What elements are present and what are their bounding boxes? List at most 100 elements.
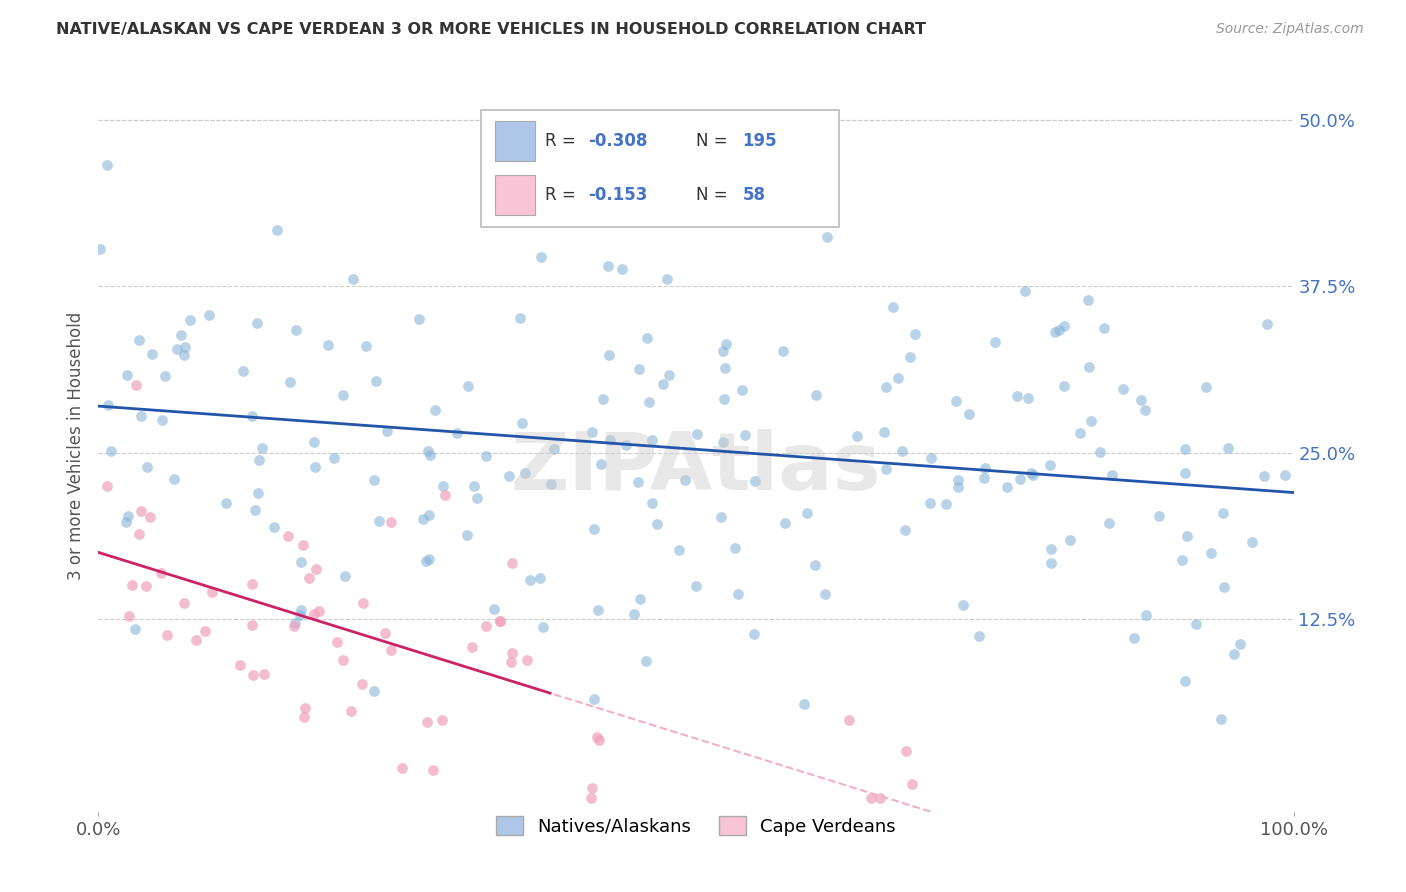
Point: [340, 704, 363, 718]
Point: [1174, 467, 1197, 481]
Point: [194, 624, 217, 639]
Point: [156, 628, 179, 642]
Point: [875, 380, 897, 394]
Legend: Natives/Alaskans, Cape Verdeans: Natives/Alaskans, Cape Verdeans: [489, 809, 903, 843]
Point: [141, 347, 163, 361]
Point: [894, 523, 917, 537]
Point: [713, 392, 735, 406]
Point: [714, 337, 737, 351]
Point: [1080, 414, 1102, 428]
Point: [589, 457, 612, 471]
Point: [465, 491, 488, 505]
Point: [1088, 444, 1111, 458]
Point: [1212, 506, 1234, 520]
Point: [920, 450, 942, 465]
Point: [124, 622, 146, 636]
Point: [804, 558, 827, 572]
Point: [201, 585, 224, 599]
Point: [647, 517, 669, 532]
Point: [1195, 379, 1218, 393]
Point: [173, 596, 195, 610]
Point: [636, 654, 658, 668]
Point: [583, 522, 606, 536]
Point: [173, 340, 195, 354]
Point: [240, 409, 263, 423]
Point: [380, 515, 402, 529]
Point: [489, 614, 512, 628]
Point: [166, 342, 188, 356]
Point: [873, 425, 896, 440]
Point: [1130, 392, 1153, 407]
Point: [290, 555, 312, 569]
Point: [332, 388, 354, 402]
Point: [423, 402, 446, 417]
Point: [592, 392, 614, 407]
Point: [815, 229, 838, 244]
Point: [1043, 325, 1066, 339]
Point: [368, 514, 391, 528]
Point: [1014, 284, 1036, 298]
Point: [1135, 607, 1157, 622]
Point: [896, 744, 918, 758]
Point: [1077, 293, 1099, 307]
Point: [1098, 516, 1121, 530]
Point: [118, 608, 141, 623]
Point: [433, 488, 456, 502]
Point: [957, 407, 980, 421]
Point: [197, 308, 219, 322]
Point: [898, 351, 921, 365]
Point: [804, 388, 827, 402]
Point: [422, 764, 444, 778]
Point: [673, 473, 696, 487]
Point: [1253, 468, 1275, 483]
Point: [135, 578, 157, 592]
Point: [277, 529, 299, 543]
Point: [124, 378, 146, 392]
Point: [263, 520, 285, 534]
Point: [869, 791, 891, 805]
Point: [96, 158, 118, 172]
Point: [1147, 508, 1170, 523]
Point: [150, 413, 173, 427]
Point: [859, 791, 882, 805]
Point: [305, 562, 328, 576]
Point: [1209, 712, 1232, 726]
Point: [1256, 318, 1278, 332]
Point: [163, 471, 186, 485]
Point: [530, 250, 553, 264]
Point: [290, 603, 312, 617]
Point: [484, 602, 506, 616]
Point: [1213, 580, 1236, 594]
Point: [246, 316, 269, 330]
Point: [1170, 553, 1192, 567]
Point: [515, 466, 537, 480]
Point: [240, 577, 263, 591]
Point: [519, 165, 541, 179]
Point: [581, 780, 603, 795]
Point: [253, 667, 276, 681]
Point: [1053, 319, 1076, 334]
Point: [215, 496, 238, 510]
Point: [1069, 426, 1091, 441]
Point: [658, 368, 681, 383]
Point: [612, 262, 634, 277]
Point: [731, 383, 754, 397]
Point: [128, 333, 150, 347]
Point: [304, 460, 326, 475]
Point: [97, 398, 120, 412]
Point: [129, 409, 152, 424]
Point: [623, 607, 645, 621]
Point: [391, 761, 413, 775]
Point: [995, 480, 1018, 494]
Point: [744, 474, 766, 488]
Point: [814, 587, 837, 601]
Point: [734, 427, 756, 442]
Point: [974, 461, 997, 475]
Point: [596, 259, 619, 273]
Point: [247, 453, 270, 467]
Point: [498, 468, 520, 483]
Point: [1229, 637, 1251, 651]
Point: [128, 527, 150, 541]
Point: [100, 444, 122, 458]
Point: [266, 223, 288, 237]
